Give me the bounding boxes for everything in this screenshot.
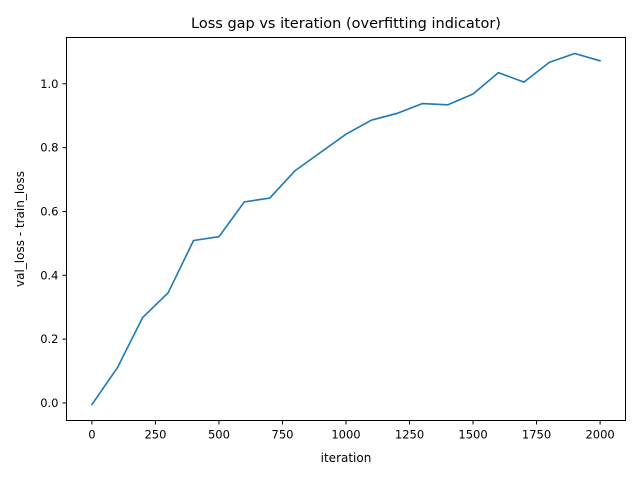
series-layer — [91, 52, 601, 406]
x-tick-label: 2000 — [585, 428, 614, 442]
y-tick-label: 0.4 — [40, 268, 58, 282]
x-axis-label: iteration — [321, 451, 372, 465]
y-axis-ticks: 0.0 0.2 0.4 0.6 0.8 1.0 — [40, 77, 67, 410]
chart-title: Loss gap vs iteration (overfitting indic… — [191, 16, 501, 32]
x-tick-label: 1750 — [522, 428, 551, 442]
x-tick-label: 500 — [208, 428, 230, 442]
x-tick-label: 1000 — [331, 428, 360, 442]
x-tick-label: 1500 — [458, 428, 487, 442]
x-tick-label: 750 — [272, 428, 294, 442]
x-tick-label: 1250 — [395, 428, 424, 442]
x-tick-label: 250 — [144, 428, 166, 442]
y-tick-label: 1.0 — [40, 77, 58, 91]
y-tick-label: 0.8 — [40, 141, 58, 155]
x-tick-label: 0 — [88, 428, 95, 442]
series-line — [91, 52, 601, 406]
x-axis-ticks: 0 250 500 750 1000 1250 1500 1750 2000 — [88, 420, 615, 442]
y-tick-label: 0.2 — [40, 332, 58, 346]
y-axis-label: val_loss - train_loss — [13, 171, 27, 287]
y-tick-label: 0.6 — [40, 204, 58, 218]
y-tick-label: 0.0 — [40, 396, 58, 410]
plot-frame — [66, 37, 626, 421]
